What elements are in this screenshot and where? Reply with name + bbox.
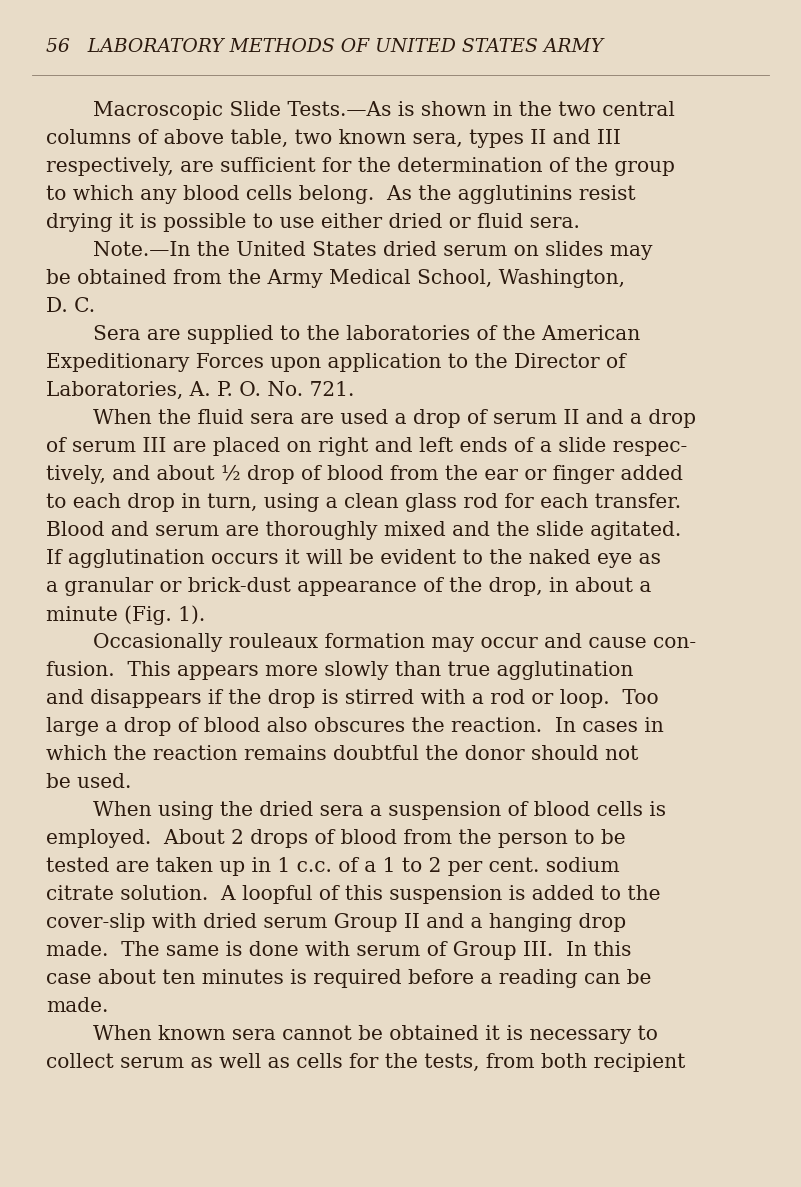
Text: of serum III are placed on right and left ends of a slide respec-: of serum III are placed on right and lef… bbox=[46, 437, 687, 456]
Text: to each drop in turn, using a clean glass rod for each transfer.: to each drop in turn, using a clean glas… bbox=[46, 493, 681, 512]
Text: made.  The same is done with serum of Group III.  In this: made. The same is done with serum of Gro… bbox=[46, 941, 631, 960]
Text: Note.—In the United States dried serum on slides may: Note.—In the United States dried serum o… bbox=[93, 241, 653, 260]
Text: drying it is possible to use either dried or fluid sera.: drying it is possible to use either drie… bbox=[46, 212, 580, 231]
Text: citrate solution.  A loopful of this suspension is added to the: citrate solution. A loopful of this susp… bbox=[46, 886, 661, 904]
Text: and disappears if the drop is stirred with a rod or loop.  Too: and disappears if the drop is stirred wi… bbox=[46, 688, 658, 707]
Text: which the reaction remains doubtful the donor should not: which the reaction remains doubtful the … bbox=[46, 745, 638, 764]
Text: cover-slip with dried serum Group II and a hanging drop: cover-slip with dried serum Group II and… bbox=[46, 913, 626, 932]
Text: 56   LABORATORY METHODS OF UNITED STATES ARMY: 56 LABORATORY METHODS OF UNITED STATES A… bbox=[46, 38, 603, 56]
Text: D. C.: D. C. bbox=[46, 297, 95, 316]
Text: a granular or brick-dust appearance of the drop, in about a: a granular or brick-dust appearance of t… bbox=[46, 577, 651, 596]
Text: collect serum as well as cells for the tests, from both recipient: collect serum as well as cells for the t… bbox=[46, 1053, 686, 1072]
Text: to which any blood cells belong.  As the agglutinins resist: to which any blood cells belong. As the … bbox=[46, 185, 636, 204]
Text: be obtained from the Army Medical School, Washington,: be obtained from the Army Medical School… bbox=[46, 269, 625, 288]
Text: When the fluid sera are used a drop of serum II and a drop: When the fluid sera are used a drop of s… bbox=[93, 410, 696, 429]
Text: employed.  About 2 drops of blood from the person to be: employed. About 2 drops of blood from th… bbox=[46, 829, 626, 848]
Text: fusion.  This appears more slowly than true agglutination: fusion. This appears more slowly than tr… bbox=[46, 661, 634, 680]
Text: columns of above table, two known sera, types II and III: columns of above table, two known sera, … bbox=[46, 129, 621, 148]
Text: When known sera cannot be obtained it is necessary to: When known sera cannot be obtained it is… bbox=[93, 1026, 658, 1045]
Text: Laboratories, A. P. O. No. 721.: Laboratories, A. P. O. No. 721. bbox=[46, 381, 354, 400]
Text: tested are taken up in 1 c.c. of a 1 to 2 per cent. sodium: tested are taken up in 1 c.c. of a 1 to … bbox=[46, 857, 620, 876]
Text: When using the dried sera a suspension of blood cells is: When using the dried sera a suspension o… bbox=[93, 801, 666, 820]
Text: case about ten minutes is required before a reading can be: case about ten minutes is required befor… bbox=[46, 969, 651, 988]
Text: Macroscopic Slide Tests.—As is shown in the two central: Macroscopic Slide Tests.—As is shown in … bbox=[93, 101, 675, 120]
Text: made.: made. bbox=[46, 997, 108, 1016]
Text: tively, and about ½ drop of blood from the ear or finger added: tively, and about ½ drop of blood from t… bbox=[46, 465, 683, 484]
Text: large a drop of blood also obscures the reaction.  In cases in: large a drop of blood also obscures the … bbox=[46, 717, 664, 736]
Text: minute (Fig. 1).: minute (Fig. 1). bbox=[46, 605, 205, 624]
Text: Sera are supplied to the laboratories of the American: Sera are supplied to the laboratories of… bbox=[93, 325, 640, 344]
Text: Expeditionary Forces upon application to the Director of: Expeditionary Forces upon application to… bbox=[46, 353, 626, 372]
Text: If agglutination occurs it will be evident to the naked eye as: If agglutination occurs it will be evide… bbox=[46, 550, 661, 569]
Text: Blood and serum are thoroughly mixed and the slide agitated.: Blood and serum are thoroughly mixed and… bbox=[46, 521, 681, 540]
Text: Occasionally rouleaux formation may occur and cause con-: Occasionally rouleaux formation may occu… bbox=[93, 633, 696, 652]
Text: be used.: be used. bbox=[46, 773, 131, 792]
Text: respectively, are sufficient for the determination of the group: respectively, are sufficient for the det… bbox=[46, 157, 675, 176]
